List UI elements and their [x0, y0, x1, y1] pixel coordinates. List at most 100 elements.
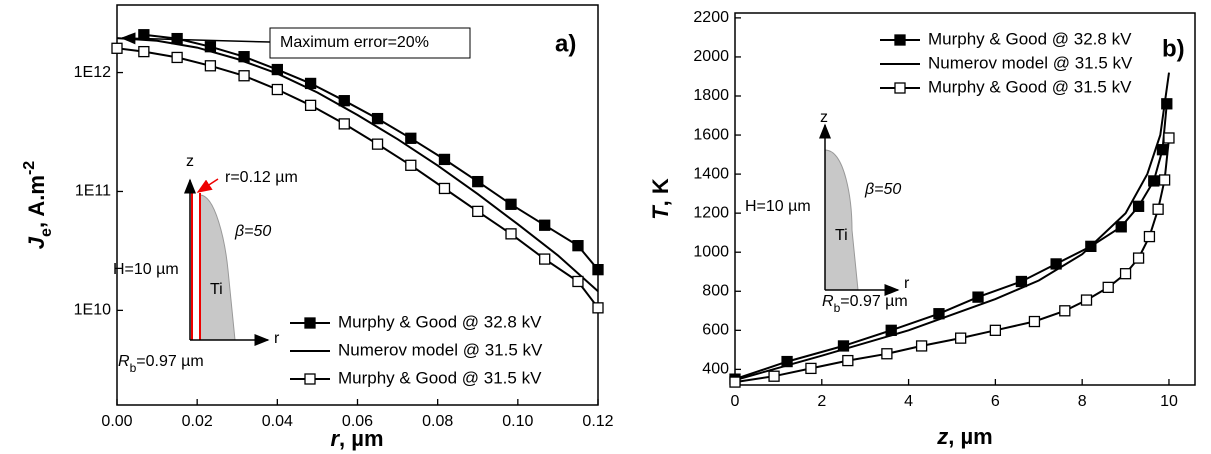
data-point	[405, 159, 417, 171]
data-point	[138, 45, 150, 58]
annotation-box	[269, 27, 471, 59]
data-point	[171, 51, 183, 64]
legend-marker	[894, 34, 906, 46]
annotation: β=50	[234, 223, 271, 240]
data-point	[371, 138, 384, 150]
annotation-part: b	[130, 361, 137, 375]
label-part: , µm	[339, 426, 383, 451]
x-tick-label: 0.04	[262, 413, 293, 430]
label-part: T	[648, 205, 673, 220]
label-part: , A.m	[24, 175, 49, 228]
annotation: r=0.12 µm	[225, 169, 298, 186]
label-part: z	[936, 424, 948, 449]
data-point	[1080, 294, 1093, 306]
legend-label: Numerov model @ 31.5 kV	[338, 340, 543, 359]
data-point	[781, 355, 793, 368]
tip-shape	[824, 149, 859, 291]
annotation: r	[274, 330, 280, 347]
y-tick-label: 1E11	[75, 183, 111, 200]
y-tick-label: 1200	[693, 204, 729, 221]
data-point	[539, 253, 551, 265]
annotation: Maximum error=20%	[280, 34, 429, 51]
x-tick-label: 0.12	[582, 413, 613, 430]
data-point	[1161, 98, 1173, 110]
legend-marker	[304, 373, 316, 385]
x-tick-label: 0.06	[342, 413, 373, 430]
data-point	[505, 228, 517, 240]
x-tick-label: 6	[991, 393, 1000, 410]
data-point	[338, 118, 350, 130]
x-tick-label: 4	[904, 393, 913, 410]
y-tick-label: 600	[702, 322, 729, 339]
data-point	[204, 60, 217, 72]
label-part: , µm	[948, 424, 992, 449]
data-point	[1119, 268, 1132, 280]
data-point	[572, 240, 584, 252]
y-tick-label: 1E10	[74, 302, 111, 319]
legend-label: Numerov model @ 31.5 kV	[928, 53, 1133, 72]
x-tick-label: 8	[1078, 393, 1087, 410]
y-tick-label: 1E12	[74, 64, 111, 81]
data-point	[505, 198, 517, 210]
data-point	[472, 175, 484, 188]
series-line	[116, 47, 599, 309]
data-point	[171, 32, 183, 45]
annotation: Rb=0.97 µm	[822, 293, 908, 315]
data-point	[915, 340, 928, 352]
y-tick-label: 1400	[693, 165, 729, 182]
data-point	[271, 83, 283, 96]
x-tick-label: 0.08	[422, 413, 453, 430]
y-tick-label: 800	[702, 282, 729, 299]
x-tick-label: 0	[731, 393, 740, 410]
data-point	[138, 29, 150, 41]
data-point	[592, 264, 604, 276]
legend-marker	[304, 317, 316, 329]
series-line	[734, 103, 1168, 381]
data-point	[1158, 174, 1171, 186]
annotation: z	[820, 109, 828, 126]
data-point	[1163, 132, 1175, 144]
inset-b: z H=10 µm β=50 Ti r Rb=0.97 µm b)	[745, 35, 1185, 315]
label-part: r	[330, 426, 340, 451]
data-point	[1028, 315, 1041, 328]
data-point	[837, 340, 850, 352]
data-point	[805, 362, 817, 375]
data-point	[1152, 203, 1164, 215]
data-point	[572, 275, 584, 288]
data-point	[1156, 144, 1169, 156]
inset-a: z r=0.12 µm β=50 H=10 µm Ti r Rb=0.97 µm…	[113, 27, 576, 375]
plot-frame	[734, 12, 1196, 386]
legend-label: Murphy & Good @ 32.8 kV	[928, 29, 1132, 48]
data-point	[438, 153, 451, 166]
data-point	[238, 70, 250, 82]
label-part: e	[38, 228, 55, 237]
data-point	[405, 132, 417, 144]
data-point	[111, 42, 123, 54]
label-part: , K	[648, 178, 673, 206]
data-point	[729, 376, 741, 388]
label-part: J	[24, 236, 49, 249]
y-tick-label: 400	[702, 361, 729, 378]
data-point	[1102, 281, 1114, 294]
data-point	[842, 354, 854, 367]
data-point	[1148, 175, 1160, 187]
x-tick-label: 10	[1160, 393, 1178, 410]
series-line	[734, 137, 1170, 384]
data-point	[1015, 275, 1028, 288]
series-line	[734, 72, 1170, 382]
data-point	[539, 219, 551, 231]
legend-label: Murphy & Good @ 31.5 kV	[338, 368, 542, 387]
y-axis-label: T, K	[648, 178, 673, 220]
annotation-part: =0.97 µm	[840, 293, 907, 310]
data-point	[338, 95, 350, 107]
x-tick-label: 2	[817, 393, 826, 410]
data-point	[304, 99, 317, 111]
annotation-part: =0.97 µm	[136, 353, 203, 370]
data-point	[1115, 221, 1127, 233]
x-tick-label: 0.02	[182, 413, 213, 430]
label-part: -2	[21, 161, 38, 175]
legend-marker	[894, 82, 906, 94]
y-tick-label: 1800	[693, 87, 729, 104]
panel-label: b)	[1162, 35, 1185, 62]
